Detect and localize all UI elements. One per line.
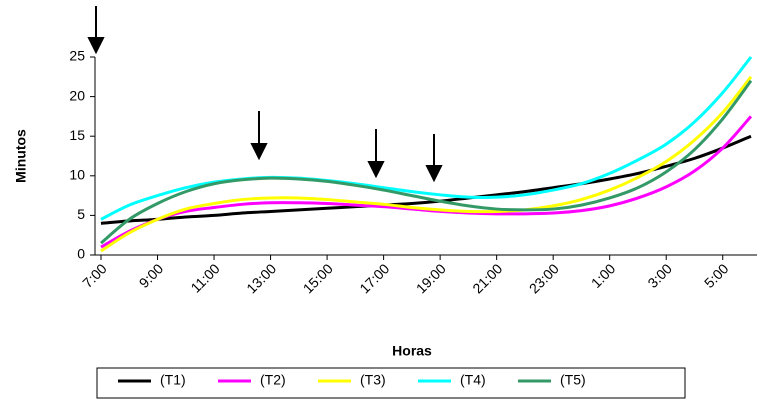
series-line — [100, 75, 753, 253]
x-tick-label: 15:00 — [300, 260, 336, 296]
annotation-arrows — [87, 6, 443, 183]
legend-label: (T5) — [560, 372, 586, 388]
x-tick-label: 13:00 — [243, 260, 279, 296]
x-tick-label: 5:00 — [701, 260, 732, 291]
series-line — [100, 56, 753, 221]
x-tick-label: 1:00 — [588, 260, 619, 291]
arrow-head — [250, 143, 268, 161]
y-tick-label: 20 — [69, 87, 85, 103]
x-tick-label: 7:00 — [79, 260, 110, 291]
y-tick-label: 5 — [77, 206, 85, 222]
y-axis-label: Minutos — [13, 129, 29, 183]
y-tick-label: 15 — [69, 127, 85, 143]
x-axis-label: Horas — [392, 343, 432, 359]
y-tick-label: 0 — [77, 246, 85, 262]
legend-label: (T2) — [260, 372, 286, 388]
x-tick-label: 19:00 — [413, 260, 449, 296]
y-tick-label: 25 — [69, 48, 85, 64]
series-line — [100, 115, 753, 249]
series-line — [100, 79, 753, 245]
legend-box — [96, 367, 686, 399]
x-tick-label: 3:00 — [644, 260, 675, 291]
x-tick-label: 11:00 — [187, 260, 223, 296]
x-tick-label: 23:00 — [526, 260, 562, 296]
x-tick-label: 9:00 — [136, 260, 167, 291]
arrow-head — [367, 161, 385, 179]
arrow-head — [87, 37, 105, 55]
legend-label: (T3) — [360, 372, 386, 388]
x-tick-label: 17:00 — [356, 260, 392, 296]
x-tick-label: 21:00 — [469, 260, 505, 296]
legend-label: (T1) — [160, 372, 186, 388]
series-line — [100, 134, 752, 225]
y-tick-label: 10 — [69, 167, 85, 183]
arrow-head — [425, 165, 443, 183]
legend-label: (T4) — [460, 372, 486, 388]
